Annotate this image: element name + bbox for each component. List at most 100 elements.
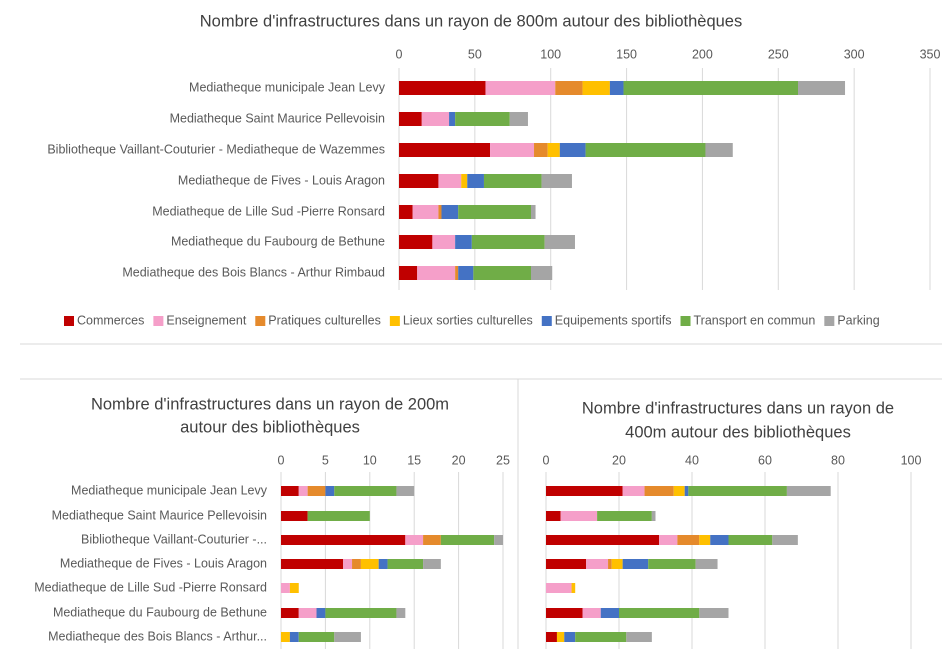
legend-label: Lieux sorties culturelles — [403, 313, 533, 327]
x-tick-label: 150 — [616, 47, 637, 61]
bar-segment — [547, 143, 560, 157]
bar-segment — [546, 535, 660, 545]
x-tick-label: 0 — [278, 453, 285, 467]
legend-label: Pratiques culturelles — [268, 313, 381, 327]
chart-title: autour des bibliothèques — [180, 418, 360, 436]
bar-segment — [399, 81, 486, 95]
category-label: Mediatheque municipale Jean Levy — [189, 80, 386, 94]
bar-segment — [334, 632, 361, 642]
bar-segment — [544, 235, 575, 249]
bar-segment — [378, 559, 388, 569]
bar-segment — [396, 608, 406, 618]
legend-label: Enseignement — [166, 313, 246, 327]
bar-segment — [316, 608, 326, 618]
bar-segment — [281, 608, 299, 618]
x-tick-label: 50 — [468, 47, 482, 61]
bar-segment — [307, 511, 370, 521]
category-label: Mediatheque municipale Jean Levy — [71, 483, 268, 497]
bar-segment — [582, 81, 610, 95]
bar-segment — [509, 112, 528, 126]
category-label: Bibliotheque Vaillant-Couturier - Mediat… — [47, 142, 385, 156]
bar-segment — [417, 266, 456, 280]
x-tick-label: 25 — [496, 453, 510, 467]
bar-segment — [786, 486, 831, 496]
bar-segment — [673, 486, 685, 496]
x-tick-label: 40 — [685, 453, 699, 467]
bar-segment — [530, 266, 553, 280]
x-tick-label: 80 — [831, 453, 845, 467]
x-tick-label: 0 — [396, 47, 403, 61]
bar-segment — [530, 205, 536, 219]
bar-segment — [695, 559, 718, 569]
bar-segment — [494, 535, 503, 545]
legend-swatch — [153, 316, 164, 326]
bar-segment — [396, 486, 415, 496]
chart-title: Nombre d'infrastructures dans un rayon d… — [91, 395, 449, 413]
bar-segment — [399, 143, 491, 157]
bar-segment — [352, 559, 361, 569]
bar-segment — [281, 511, 308, 521]
bar-segment — [438, 205, 442, 219]
legend-swatch — [824, 316, 835, 326]
bar-segment — [440, 535, 495, 545]
bar-segment — [597, 511, 652, 521]
bar-segment — [659, 535, 678, 545]
bar-segment — [423, 535, 441, 545]
x-tick-label: 200 — [692, 47, 713, 61]
bar-segment — [560, 511, 598, 521]
bar-segment — [623, 81, 799, 95]
bar-segment — [485, 81, 556, 95]
category-label: Mediatheque de Lille Sud -Pierre Ronsard — [152, 204, 385, 218]
bar-segment — [281, 486, 299, 496]
bar-segment — [648, 559, 696, 569]
x-tick-label: 5 — [322, 453, 329, 467]
legend-swatch — [541, 316, 552, 326]
category-label: Bibliotheque Vaillant-Couturier -... — [81, 532, 267, 546]
category-label: Mediatheque du Faubourg de Bethune — [53, 605, 267, 619]
legend-swatch — [680, 316, 691, 326]
bar-segment — [688, 486, 787, 496]
bar-segment — [541, 174, 572, 188]
bar-segment — [325, 486, 335, 496]
chart-title: Nombre d'infrastructures dans un rayon d… — [200, 12, 742, 30]
bar-segment — [360, 559, 379, 569]
bar-segment — [626, 632, 652, 642]
bar-segment — [651, 511, 656, 521]
bar-segment — [412, 205, 439, 219]
bar-segment — [281, 559, 344, 569]
legend-label: Parking — [837, 313, 879, 327]
bar-segment — [325, 608, 397, 618]
x-tick-label: 100 — [540, 47, 561, 61]
bar-segment — [387, 559, 424, 569]
category-label: Mediatheque des Bois Blancs - Arthur... — [48, 629, 267, 643]
bar-segment — [534, 143, 548, 157]
bar-segment — [582, 608, 601, 618]
bar-segment — [555, 81, 583, 95]
bar-segment — [399, 205, 413, 219]
bar-segment — [546, 511, 561, 521]
legend-swatch — [255, 316, 266, 326]
bar-segment — [684, 486, 689, 496]
bar-segment — [423, 559, 441, 569]
bar-segment — [564, 632, 576, 642]
bar-segment — [571, 583, 576, 593]
bar-segment — [471, 235, 545, 249]
bar-segment — [586, 559, 609, 569]
bar-segment — [298, 486, 308, 496]
bar-segment — [622, 559, 649, 569]
bar-segment — [622, 486, 645, 496]
bar-segment — [546, 486, 623, 496]
bar-segment — [705, 143, 733, 157]
bar-segment — [473, 266, 531, 280]
bar-segment — [399, 266, 418, 280]
bar-segment — [441, 205, 459, 219]
bar-segment — [546, 632, 557, 642]
x-tick-label: 20 — [612, 453, 626, 467]
category-label: Mediatheque du Faubourg de Bethune — [171, 234, 385, 248]
bar-segment — [399, 174, 439, 188]
bar-segment — [343, 559, 353, 569]
legend-label: Transport en commun — [694, 313, 816, 327]
chart-title: 400m autour des bibliothèques — [625, 423, 851, 441]
category-label: Mediatheque Saint Maurice Pellevoisin — [52, 508, 267, 522]
bar-segment — [611, 559, 623, 569]
